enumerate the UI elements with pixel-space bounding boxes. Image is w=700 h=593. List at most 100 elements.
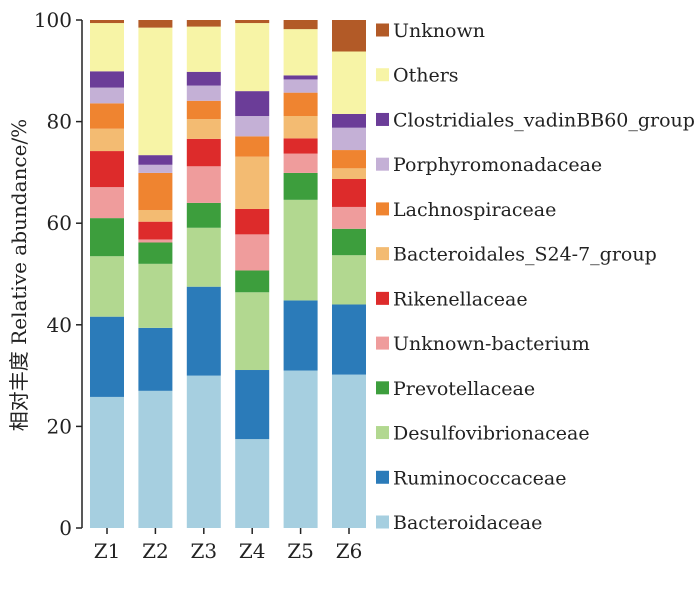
bar-segment-z5-3 [283,172,318,200]
bar-segment-z3-6 [186,119,221,139]
bar-segment-z6-1 [332,304,366,375]
legend-label: Porphyromonadaceae [393,154,602,176]
legend-label: Prevotellaceae [393,378,535,400]
legend-swatch [376,157,389,171]
bar-segment-z3-8 [186,85,221,101]
legend-swatch [376,426,389,440]
bar-segment-z6-4 [332,206,366,229]
legend-swatch [376,381,389,395]
legend-label: Clostridiales_vadinBB60_group [393,109,695,131]
bar-segment-z5-8 [283,79,318,93]
bar-segment-z4-2 [235,292,270,371]
bar-segment-z2-1 [138,327,173,391]
legend-swatch [376,291,389,305]
bar-segment-z5-10 [283,29,318,76]
legend-label: Others [393,65,459,87]
bar-segment-z2-8 [138,164,173,173]
bar-segment-z1-1 [90,316,124,397]
bar-segment-z5-4 [283,153,318,173]
bar-segment-z3-2 [186,227,221,287]
bar-segment-z1-7 [90,103,124,129]
y-axis-title: 相对丰度 Relative abundance/% [7,119,31,431]
bar-segment-z3-5 [186,138,221,167]
legend-label: Unknown [393,20,485,42]
bar-segment-z6-7 [332,150,366,169]
bar-segment-z1-11 [90,20,124,24]
bar-segment-z6-3 [332,228,366,256]
bar-segment-z3-9 [186,71,221,86]
bar-segment-z2-3 [138,242,173,264]
bar-segment-z3-7 [186,100,221,120]
bar-segment-z3-0 [186,375,221,528]
bar-segment-z6-9 [332,113,366,128]
legend-swatch [376,68,389,82]
bar-segment-z4-7 [235,136,270,157]
y-tick-label: 80 [47,110,72,134]
bar-segment-z2-6 [138,209,173,222]
bar-segment-z2-4 [138,239,173,243]
legend-swatch [376,112,389,126]
bar-segment-z1-9 [90,71,124,88]
bar-segment-z4-0 [235,439,270,528]
x-tick-label-z1: Z1 [94,539,121,563]
bar-segment-z6-2 [332,255,366,305]
bar-segment-z2-10 [138,27,173,156]
bar-segment-z6-10 [332,51,366,114]
bar-segment-z5-7 [283,92,318,117]
bar-segment-z4-8 [235,116,270,137]
bar-segment-z4-6 [235,156,270,209]
legend-label: Ruminococcaceae [393,467,566,489]
bar-segment-z5-5 [283,138,318,154]
bar-segment-z3-3 [186,202,221,228]
bar-segment-z4-10 [235,23,270,92]
bar-segment-z6-11 [332,20,366,52]
y-tick-label: 100 [34,8,72,32]
bar-segment-z2-5 [138,221,173,240]
legend-label: Rikenellaceae [393,288,528,310]
bar-segment-z2-2 [138,263,173,328]
y-tick-label: 0 [59,516,72,540]
legend-label: Desulfovibrionaceae [393,423,590,445]
x-tick-label-z4: Z4 [239,539,266,563]
bar-segment-z5-6 [283,116,318,139]
bar-segment-z4-3 [235,270,270,293]
legend-swatch [376,23,389,37]
bar-segment-z1-2 [90,256,124,317]
y-tick-label: 40 [47,313,72,337]
bar-segment-z5-2 [283,199,318,301]
bar-segment-z4-11 [235,20,270,24]
bar-segment-z4-5 [235,208,270,235]
bar-segment-z4-1 [235,370,270,440]
bar-segment-z3-10 [186,26,221,72]
bar-segment-z5-11 [283,20,318,30]
axes-group: 0 20 40 60 80 100 Z1 Z2 Z3 Z4 Z5 Z6 [34,8,363,563]
x-tick-label-z2: Z2 [142,539,169,563]
legend-swatch [376,470,389,484]
bars-group [90,20,366,528]
legend-label: Lachnospiraceae [393,199,556,221]
bar-segment-z6-5 [332,179,366,207]
bar-segment-z2-0 [138,390,173,528]
bar-segment-z2-7 [138,172,173,210]
bar-segment-z2-11 [138,20,173,28]
legend-swatch [376,336,389,350]
x-tick-label-z6: Z6 [336,539,363,563]
bar-segment-z6-8 [332,127,366,151]
bar-segment-z3-1 [186,286,221,376]
y-tick-label: 20 [47,414,72,438]
bar-segment-z1-8 [90,87,124,104]
x-tick-label-z5: Z5 [287,539,314,563]
bar-segment-z1-3 [90,218,124,257]
legend-swatch [376,247,389,261]
bar-segment-z6-0 [332,374,366,528]
bar-segment-z1-0 [90,396,124,528]
bar-segment-z4-4 [235,234,270,271]
bar-segment-z4-9 [235,91,270,117]
bar-segment-z5-1 [283,300,318,371]
y-tick-label: 60 [47,211,72,235]
legend-label: Bacteroidales_S24-7_group [393,244,657,266]
bar-segment-z2-9 [138,155,173,165]
legend-swatch [376,202,389,216]
bar-segment-z5-0 [283,370,318,528]
